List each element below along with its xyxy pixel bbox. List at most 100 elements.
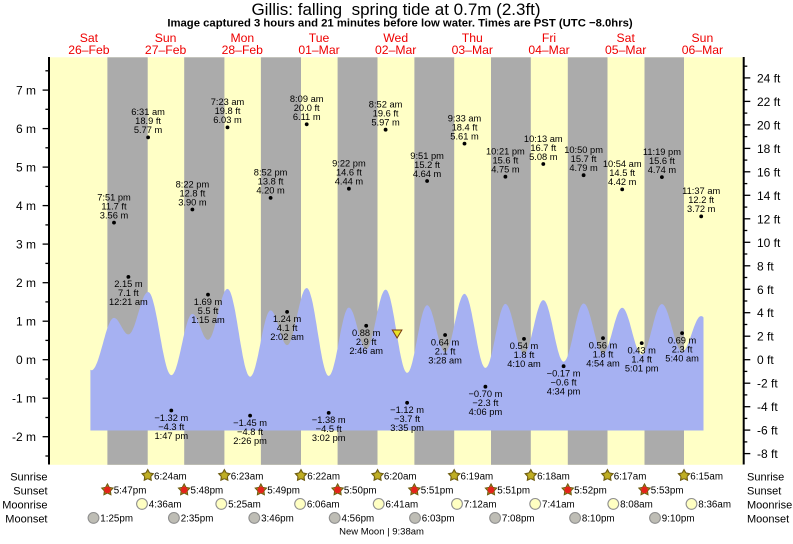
svg-text:-2 m: -2 m bbox=[12, 430, 36, 444]
svg-text:5:01 pm: 5:01 pm bbox=[625, 363, 659, 373]
svg-text:6:24am: 6:24am bbox=[154, 471, 187, 482]
svg-text:4.74 m: 4.74 m bbox=[648, 165, 677, 175]
svg-text:Moonrise: Moonrise bbox=[747, 500, 792, 512]
svg-text:4:06 pm: 4:06 pm bbox=[469, 407, 503, 417]
svg-text:1.24 m: 1.24 m bbox=[273, 314, 302, 324]
svg-text:5:49pm: 5:49pm bbox=[267, 486, 300, 497]
svg-text:4.75 m: 4.75 m bbox=[491, 165, 520, 175]
svg-text:4 m: 4 m bbox=[16, 199, 36, 213]
svg-text:-6 ft: -6 ft bbox=[757, 424, 778, 438]
svg-text:−2.3 ft: −2.3 ft bbox=[472, 398, 499, 408]
svg-text:Gillis: falling spring tide a: Gillis: falling spring tide at 0.7m (2.3… bbox=[251, 0, 540, 19]
svg-text:Thu: Thu bbox=[462, 31, 483, 45]
svg-text:2.9 ft: 2.9 ft bbox=[356, 337, 377, 347]
svg-text:19.8 ft: 19.8 ft bbox=[215, 106, 241, 116]
svg-text:−4.3 ft: −4.3 ft bbox=[158, 422, 185, 432]
svg-text:5.77 m: 5.77 m bbox=[134, 125, 163, 135]
svg-text:26–Feb: 26–Feb bbox=[68, 43, 110, 57]
svg-text:13.8 ft: 13.8 ft bbox=[258, 177, 284, 187]
svg-text:15.6 ft: 15.6 ft bbox=[492, 156, 518, 166]
svg-text:−1.12 m: −1.12 m bbox=[390, 405, 424, 415]
svg-text:Tue: Tue bbox=[309, 31, 330, 45]
svg-text:9:51 pm: 9:51 pm bbox=[410, 151, 444, 161]
svg-text:3:46pm: 3:46pm bbox=[261, 514, 294, 525]
svg-text:2.15 m: 2.15 m bbox=[114, 279, 143, 289]
svg-text:0 ft: 0 ft bbox=[757, 353, 774, 367]
svg-text:0.69 m: 0.69 m bbox=[668, 335, 697, 345]
svg-text:3.56 m: 3.56 m bbox=[100, 210, 129, 220]
svg-text:Sunrise: Sunrise bbox=[10, 472, 47, 484]
svg-text:6:15am: 6:15am bbox=[690, 471, 723, 482]
svg-text:18 ft: 18 ft bbox=[757, 142, 781, 156]
svg-text:Sunset: Sunset bbox=[747, 486, 781, 498]
svg-text:12.8 ft: 12.8 ft bbox=[179, 188, 205, 198]
svg-text:04–Mar: 04–Mar bbox=[528, 43, 569, 57]
svg-text:−0.17 m: −0.17 m bbox=[547, 369, 581, 379]
svg-text:16 ft: 16 ft bbox=[757, 165, 781, 179]
svg-text:4:54 am: 4:54 am bbox=[586, 358, 620, 368]
svg-text:20.0 ft: 20.0 ft bbox=[294, 103, 320, 113]
svg-text:11:19 pm: 11:19 pm bbox=[643, 147, 681, 157]
svg-text:4 ft: 4 ft bbox=[757, 306, 774, 320]
svg-text:2 ft: 2 ft bbox=[757, 330, 774, 344]
svg-text:1.69 m: 1.69 m bbox=[194, 297, 223, 307]
svg-text:8:10pm: 8:10pm bbox=[582, 514, 615, 525]
svg-text:11.7 ft: 11.7 ft bbox=[101, 201, 127, 211]
svg-text:10:54 am: 10:54 am bbox=[603, 159, 642, 169]
svg-text:1.4 ft: 1.4 ft bbox=[631, 354, 652, 364]
svg-text:4.44 m: 4.44 m bbox=[335, 177, 364, 187]
svg-text:Image captured 3 hours and 21: Image captured 3 hours and 21 minutes be… bbox=[167, 18, 633, 30]
svg-text:4:10 am: 4:10 am bbox=[507, 359, 541, 369]
svg-text:5.5 ft: 5.5 ft bbox=[198, 306, 219, 316]
svg-text:2:46 am: 2:46 am bbox=[349, 346, 383, 356]
svg-text:3:02 pm: 3:02 pm bbox=[312, 433, 346, 443]
svg-text:18.4 ft: 18.4 ft bbox=[452, 122, 478, 132]
svg-text:6.03 m: 6.03 m bbox=[213, 115, 242, 125]
svg-text:6:31 am: 6:31 am bbox=[131, 107, 165, 117]
svg-text:1:15 am: 1:15 am bbox=[191, 315, 225, 325]
svg-text:-2 ft: -2 ft bbox=[757, 377, 778, 391]
svg-text:−0.6 ft: −0.6 ft bbox=[551, 378, 578, 388]
svg-text:4.79 m: 4.79 m bbox=[569, 163, 598, 173]
svg-text:5:51pm: 5:51pm bbox=[421, 486, 454, 497]
svg-text:−1.45 m: −1.45 m bbox=[233, 418, 267, 428]
svg-text:Mon: Mon bbox=[230, 31, 254, 45]
svg-text:7:12am: 7:12am bbox=[464, 500, 497, 511]
svg-text:15.2 ft: 15.2 ft bbox=[414, 160, 440, 170]
svg-text:Moonset: Moonset bbox=[5, 514, 47, 526]
svg-text:5 m: 5 m bbox=[16, 161, 36, 175]
svg-text:5.97 m: 5.97 m bbox=[371, 118, 400, 128]
svg-text:7:08pm: 7:08pm bbox=[502, 514, 535, 525]
svg-text:−4.8 ft: −4.8 ft bbox=[237, 427, 264, 437]
svg-text:2:26 pm: 2:26 pm bbox=[233, 436, 267, 446]
svg-text:6 ft: 6 ft bbox=[757, 283, 774, 297]
svg-text:0.88 m: 0.88 m bbox=[352, 328, 381, 338]
svg-text:5.08 m: 5.08 m bbox=[529, 152, 558, 162]
svg-text:8:52 pm: 8:52 pm bbox=[254, 168, 288, 178]
svg-text:5:51pm: 5:51pm bbox=[497, 486, 530, 497]
svg-text:4.64 m: 4.64 m bbox=[413, 169, 442, 179]
svg-text:6:41am: 6:41am bbox=[386, 500, 419, 511]
svg-text:1 m: 1 m bbox=[16, 315, 36, 329]
svg-text:15.6 ft: 15.6 ft bbox=[649, 156, 675, 166]
svg-text:6 m: 6 m bbox=[16, 122, 36, 136]
svg-text:7 m: 7 m bbox=[16, 84, 36, 98]
svg-text:1:25pm: 1:25pm bbox=[100, 514, 133, 525]
svg-text:7:41am: 7:41am bbox=[542, 500, 575, 511]
svg-text:Fri: Fri bbox=[542, 31, 556, 45]
svg-text:Moonrise: Moonrise bbox=[2, 500, 47, 512]
svg-text:5:25am: 5:25am bbox=[228, 500, 261, 511]
svg-text:8:22 pm: 8:22 pm bbox=[176, 179, 210, 189]
svg-text:Sun: Sun bbox=[155, 31, 177, 45]
svg-text:3.72 m: 3.72 m bbox=[687, 204, 716, 214]
svg-text:12 ft: 12 ft bbox=[757, 212, 781, 226]
svg-text:−3.7 ft: −3.7 ft bbox=[394, 414, 421, 424]
svg-text:9:33 am: 9:33 am bbox=[448, 113, 482, 123]
svg-text:11:37 am: 11:37 am bbox=[682, 186, 720, 196]
svg-text:Sunrise: Sunrise bbox=[747, 472, 784, 484]
svg-text:12.2 ft: 12.2 ft bbox=[688, 195, 714, 205]
svg-text:14.5 ft: 14.5 ft bbox=[609, 168, 635, 178]
svg-text:2.1 ft: 2.1 ft bbox=[435, 346, 456, 356]
svg-text:01–Mar: 01–Mar bbox=[298, 43, 339, 57]
svg-text:2:35pm: 2:35pm bbox=[181, 514, 214, 525]
